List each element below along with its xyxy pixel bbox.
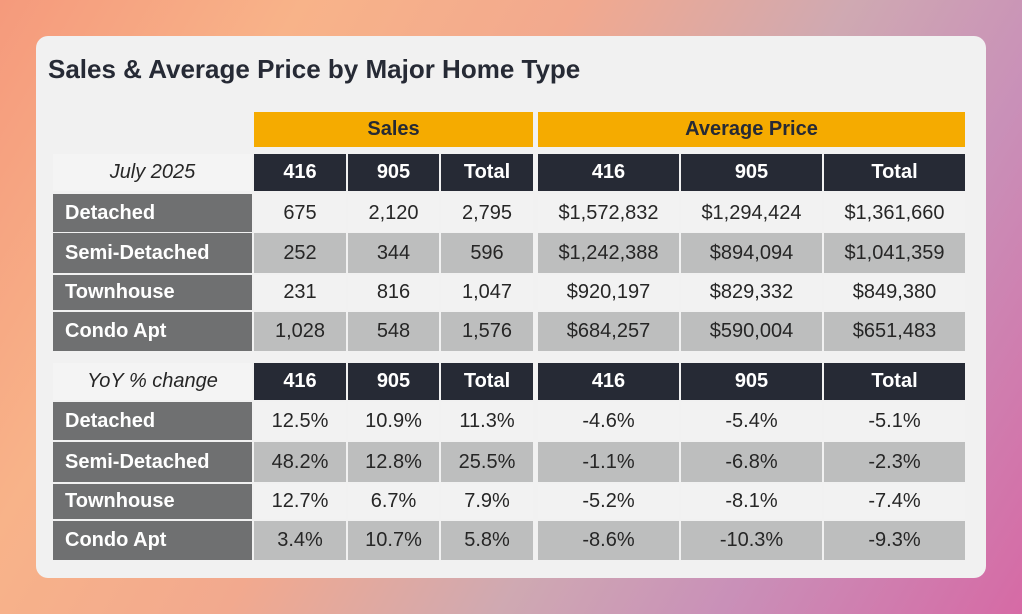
table-cell: $590,004 xyxy=(681,312,822,351)
column-header-total: Total xyxy=(824,363,965,400)
table-cell: $829,332 xyxy=(681,275,822,310)
table-cell: -6.8% xyxy=(681,442,822,482)
table-cell: 675 xyxy=(254,194,346,232)
table-cell: 1,576 xyxy=(441,312,533,351)
row-label-townhouse: Townhouse xyxy=(53,275,252,310)
table-cell: $920,197 xyxy=(538,275,679,310)
table-cell: $894,094 xyxy=(681,233,822,273)
table-cell: -5.4% xyxy=(681,402,822,440)
table-cell: 1,047 xyxy=(441,275,533,310)
table-cell: 10.9% xyxy=(348,402,439,440)
table-cell: $651,483 xyxy=(824,312,965,351)
row-label-detached: Detached xyxy=(53,194,252,232)
table-cell: 231 xyxy=(254,275,346,310)
column-header-905: 905 xyxy=(348,154,439,191)
table-cell: 12.8% xyxy=(348,442,439,482)
table-cell: 7.9% xyxy=(441,484,533,519)
table-cell: 816 xyxy=(348,275,439,310)
table-cell: 12.5% xyxy=(254,402,346,440)
table-cell: 6.7% xyxy=(348,484,439,519)
row-label-semi-detached: Semi-Detached xyxy=(53,442,252,482)
table-cell: $849,380 xyxy=(824,275,965,310)
table-cell: -8.1% xyxy=(681,484,822,519)
table-cell: 2,120 xyxy=(348,194,439,232)
period-label: YoY % change xyxy=(53,363,252,400)
table-card: Sales & Average Price by Major Home Type… xyxy=(36,36,986,578)
row-label-condo-apt: Condo Apt xyxy=(53,312,252,351)
table-cell: -8.6% xyxy=(538,521,679,560)
table-cell: -2.3% xyxy=(824,442,965,482)
table-cell: 596 xyxy=(441,233,533,273)
period-label: July 2025 xyxy=(53,154,252,191)
table-cell: 48.2% xyxy=(254,442,346,482)
group-header-average-price: Average Price xyxy=(538,112,965,147)
column-header-416: 416 xyxy=(538,154,679,191)
table-cell: $1,572,832 xyxy=(538,194,679,232)
table-cell: 2,795 xyxy=(441,194,533,232)
column-header-905: 905 xyxy=(348,363,439,400)
table-cell: -9.3% xyxy=(824,521,965,560)
table-cell: -5.1% xyxy=(824,402,965,440)
table-cell: $1,242,388 xyxy=(538,233,679,273)
column-header-416: 416 xyxy=(254,363,346,400)
table-cell: -10.3% xyxy=(681,521,822,560)
table-cell: 25.5% xyxy=(441,442,533,482)
table-cell: 5.8% xyxy=(441,521,533,560)
table-cell: $1,294,424 xyxy=(681,194,822,232)
page-title: Sales & Average Price by Major Home Type xyxy=(48,54,581,84)
table-cell: -7.4% xyxy=(824,484,965,519)
column-header-416: 416 xyxy=(254,154,346,191)
table-cell: -1.1% xyxy=(538,442,679,482)
table-cell: $1,041,359 xyxy=(824,233,965,273)
table-cell: 12.7% xyxy=(254,484,346,519)
table-cell: $1,361,660 xyxy=(824,194,965,232)
column-header-905: 905 xyxy=(681,154,822,191)
table-cell: 344 xyxy=(348,233,439,273)
table-cell: 3.4% xyxy=(254,521,346,560)
column-header-total: Total xyxy=(441,363,533,400)
table-cell: 252 xyxy=(254,233,346,273)
row-label-townhouse: Townhouse xyxy=(53,484,252,519)
table-cell: 1,028 xyxy=(254,312,346,351)
column-header-total: Total xyxy=(441,154,533,191)
column-header-905: 905 xyxy=(681,363,822,400)
table-cell: $684,257 xyxy=(538,312,679,351)
row-label-detached: Detached xyxy=(53,402,252,440)
column-header-total: Total xyxy=(824,154,965,191)
column-header-416: 416 xyxy=(538,363,679,400)
table-cell: 10.7% xyxy=(348,521,439,560)
group-header-sales: Sales xyxy=(254,112,533,147)
table-cell: -5.2% xyxy=(538,484,679,519)
table-cell: 548 xyxy=(348,312,439,351)
table-cell: 11.3% xyxy=(441,402,533,440)
table-cell: -4.6% xyxy=(538,402,679,440)
row-label-semi-detached: Semi-Detached xyxy=(53,233,252,273)
row-label-condo-apt: Condo Apt xyxy=(53,521,252,560)
